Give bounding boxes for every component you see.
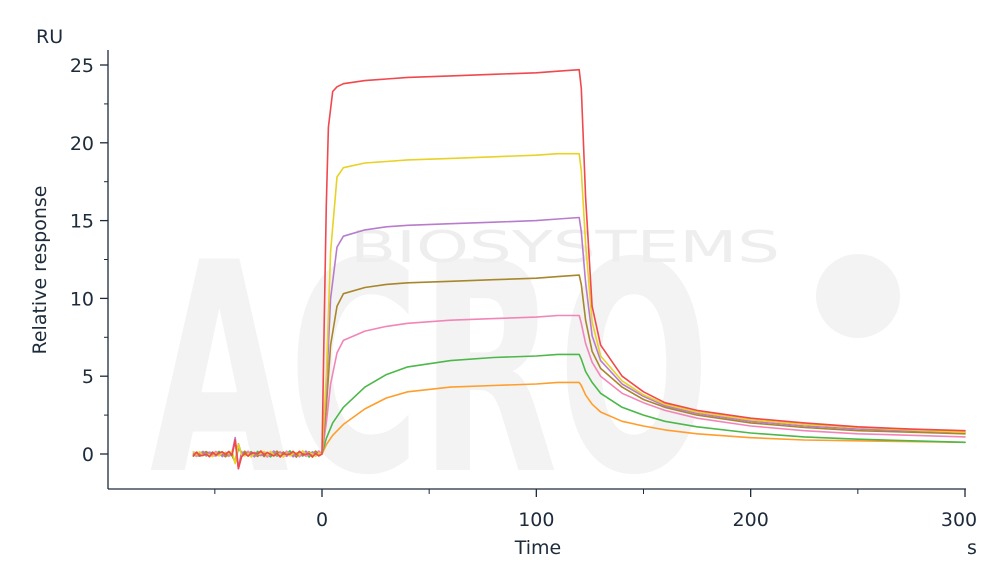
y-ticks: 0 5 10 15 20 25: [70, 55, 108, 466]
y-tick-label: 10: [70, 288, 94, 310]
watermark-subtitle: BIOSYSTEMS: [350, 222, 780, 273]
x-tick-label: 300: [941, 509, 977, 531]
y-tick-label: 15: [70, 211, 94, 233]
x-axis-title: Time: [514, 537, 562, 559]
series-group: [192, 68, 966, 470]
x-unit-label: s: [967, 537, 977, 559]
x-tick-label: 0: [316, 509, 328, 531]
watermark-dot: [816, 254, 900, 338]
watermark-logo: ACRO: [150, 202, 710, 539]
x-tick-label: 100: [518, 509, 554, 531]
y-tick-label: 20: [70, 133, 94, 155]
watermark: ACRO BIOSYSTEMS: [150, 202, 900, 539]
y-tick-label: 0: [82, 444, 94, 466]
y-tick-label: 5: [82, 366, 94, 388]
series-line-7: [192, 68, 966, 470]
x-tick-label: 200: [733, 509, 769, 531]
y-tick-label: 25: [70, 55, 94, 77]
y-axis-title: Relative response: [29, 186, 51, 355]
axes: [107, 50, 966, 490]
y-unit-label: RU: [36, 26, 63, 48]
x-ticks: 0 100 200 300: [214, 489, 977, 531]
